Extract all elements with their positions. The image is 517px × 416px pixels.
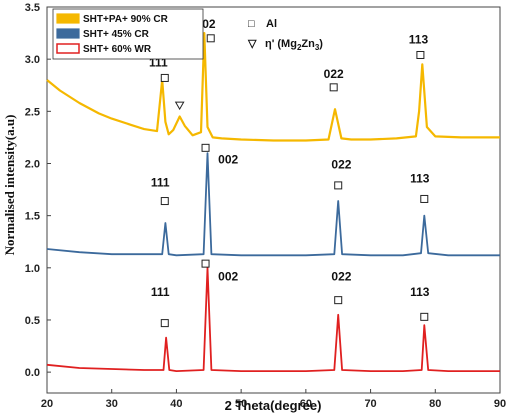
x-tick-label: 90: [494, 398, 506, 410]
peak-label: 111: [151, 285, 170, 299]
legend-label-3: SHT+ 60% WR: [83, 44, 152, 55]
peak-label: 022: [331, 269, 351, 283]
x-tick-label: 20: [41, 398, 53, 410]
x-tick-label: 70: [364, 398, 376, 410]
al-peak-marker: [160, 319, 169, 328]
al-peak-marker: [420, 194, 429, 203]
x-axis-label: 2 Theta(degree): [225, 398, 322, 413]
al-peak-marker: [201, 259, 210, 268]
legend-label-2: SHT+ 45% CR: [83, 29, 150, 40]
y-tick-label: 0.0: [25, 367, 40, 379]
x-tick-label: 80: [429, 398, 441, 410]
y-tick-label: 3.5: [25, 2, 40, 14]
al-peak-marker: [201, 143, 210, 152]
al-peak-marker: [416, 50, 425, 59]
y-tick-label: 2.0: [25, 158, 40, 170]
legend-label-1: SHT+PA+ 90% CR: [83, 14, 169, 25]
al-peak-marker: [329, 83, 338, 92]
y-tick-label: 3.0: [25, 54, 40, 66]
peak-label: 113: [410, 285, 430, 299]
peak-label: 113: [409, 33, 429, 47]
y-axis-label: Normalised intensity(a.u): [2, 115, 17, 256]
series-line-3: [46, 266, 500, 372]
y-tick-label: 1.0: [25, 263, 40, 275]
al-symbol: □: [248, 18, 255, 30]
plot-frame: [46, 6, 501, 394]
y-tick-label: 1.5: [25, 211, 40, 223]
al-peak-marker: [420, 312, 429, 321]
legend-swatch-2: [56, 28, 80, 39]
al-peak-marker: [334, 296, 343, 305]
peak-label: 002: [218, 269, 238, 283]
axis-ticks: 20 30 40 50 60 70 80 90 0.0 0.5 1.0 1.5 2.0 2.5 3.0 3.5: [25, 2, 506, 410]
al-label: Al: [266, 18, 277, 30]
legend: SHT+PA+ 90% CR SHT+ 45% CR SHT+ 60% WR: [52, 8, 204, 60]
eta-peak-marker: [174, 101, 185, 111]
peak-label: 022: [331, 158, 351, 172]
y-tick-label: 2.5: [25, 106, 40, 118]
al-peak-marker: [160, 197, 169, 206]
series-layer: [46, 32, 500, 372]
series-line-2: [46, 152, 500, 257]
peak-label: 022: [324, 67, 344, 81]
legend-swatch-1: [56, 13, 80, 24]
al-peak-marker: [160, 73, 169, 82]
peak-label: 113: [410, 171, 430, 185]
x-tick-label: 30: [106, 398, 118, 410]
phase-key: □ Al ▽ η' (Mg2Zn3): [247, 18, 323, 52]
y-tick-label: 0.5: [25, 315, 40, 327]
eta-label: η' (Mg2Zn3): [265, 38, 323, 52]
peak-label: 002: [218, 152, 238, 166]
legend-swatch-3: [56, 43, 80, 54]
series-line-1: [46, 32, 500, 142]
al-peak-marker: [206, 34, 215, 43]
peak-label: 111: [151, 175, 170, 189]
al-peak-marker: [334, 181, 343, 190]
x-tick-label: 50: [235, 398, 247, 410]
x-tick-label: 40: [170, 398, 182, 410]
x-tick-label: 60: [300, 398, 312, 410]
eta-symbol: ▽: [247, 38, 257, 50]
